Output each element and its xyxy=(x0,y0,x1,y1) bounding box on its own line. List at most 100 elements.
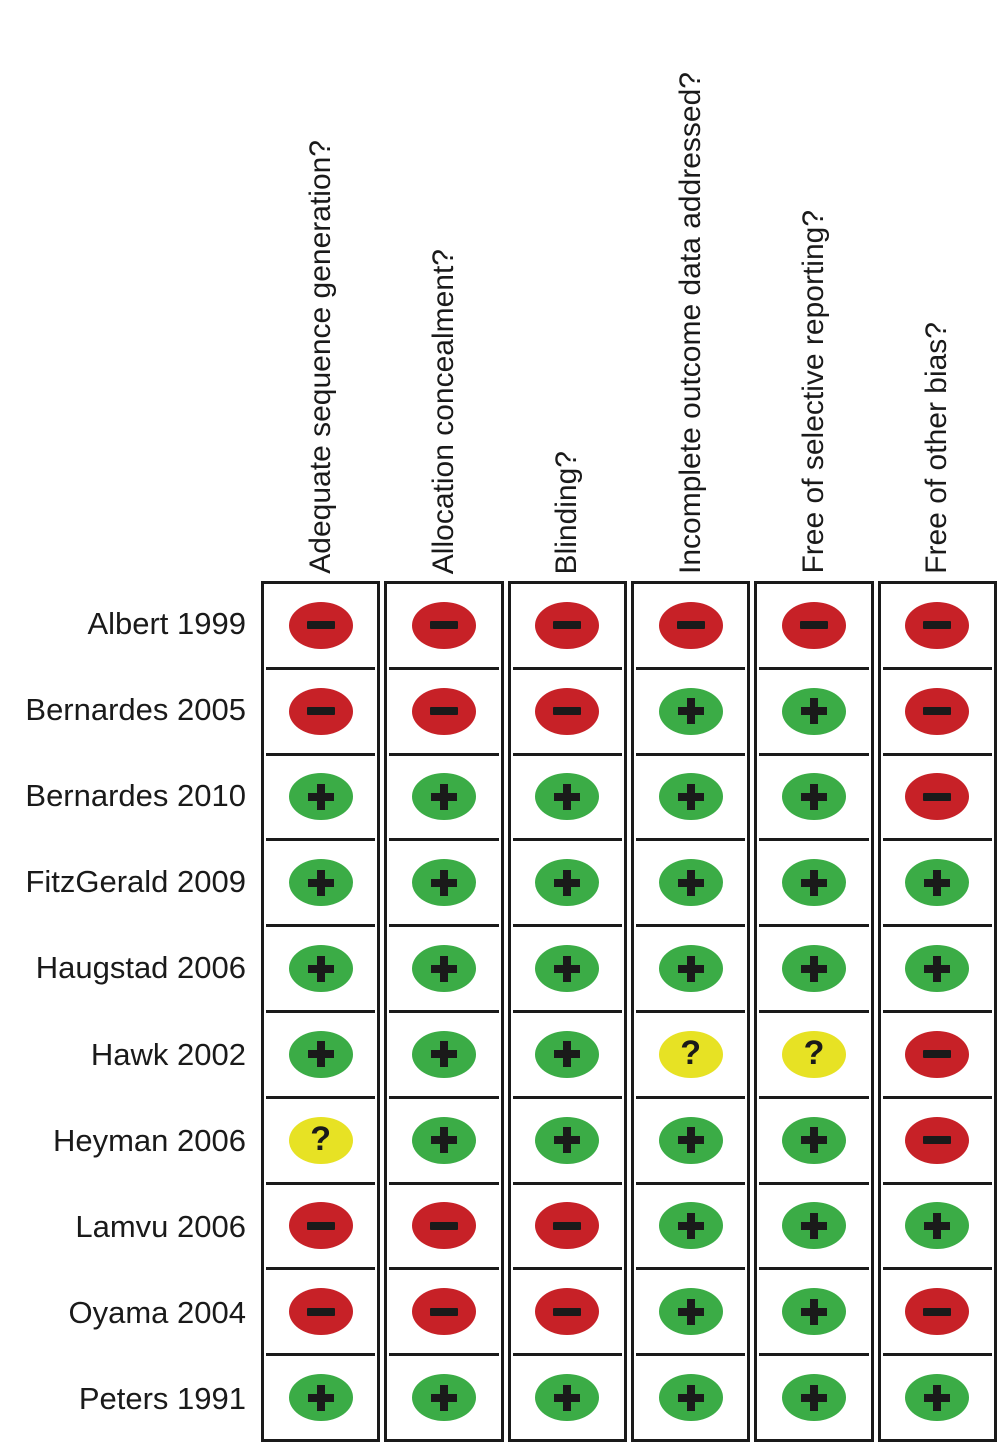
minus-icon xyxy=(553,1307,582,1316)
minus-icon xyxy=(429,1307,458,1316)
judgment-cell xyxy=(389,670,499,756)
low-risk-icon xyxy=(905,1202,970,1250)
judgment-cell xyxy=(266,1356,375,1439)
plus-icon xyxy=(554,1041,581,1068)
judgment-cell xyxy=(882,756,992,842)
minus-icon xyxy=(429,621,458,630)
judgment-cell xyxy=(636,1356,745,1439)
judgment-cell xyxy=(635,670,746,756)
judgment-cell: ? xyxy=(266,1099,376,1185)
judgment-cell xyxy=(512,670,622,756)
judgment-cell xyxy=(882,584,992,670)
plus-icon xyxy=(800,1127,827,1154)
low-risk-icon xyxy=(411,945,476,993)
low-risk-icon xyxy=(411,859,476,907)
grid-column-adequate-sequence-generation: ? xyxy=(261,581,381,1442)
judgment-cell xyxy=(513,1356,622,1439)
plus-icon xyxy=(430,1041,457,1068)
plus-icon xyxy=(430,1127,457,1154)
unclear-risk-icon: ? xyxy=(658,1030,723,1078)
plus-icon xyxy=(307,1041,334,1068)
low-risk-icon xyxy=(535,1030,600,1078)
minus-icon xyxy=(553,707,582,716)
plus-icon xyxy=(924,1384,951,1411)
column-header-free-of-selective-reporting: Free of selective reporting? xyxy=(797,210,830,574)
judgment-cell xyxy=(759,1185,869,1271)
low-risk-icon xyxy=(535,859,600,907)
judgment-cell xyxy=(759,670,869,756)
judgment-cell: ? xyxy=(635,1013,746,1099)
column-header-incomplete-outcome-data-addressed: Incomplete outcome data addressed? xyxy=(673,72,707,574)
plus-icon xyxy=(677,1384,704,1411)
judgment-cell xyxy=(266,927,376,1013)
low-risk-icon xyxy=(411,1374,476,1422)
judgment-cell xyxy=(512,584,622,670)
plus-icon xyxy=(677,1298,704,1325)
study-label-peters-1991: Peters 1991 xyxy=(78,1380,246,1416)
plus-icon xyxy=(430,955,457,982)
high-risk-icon xyxy=(411,687,476,735)
study-label-hawk-2002: Hawk 2002 xyxy=(90,1036,246,1072)
question-mark-icon: ? xyxy=(803,1034,825,1073)
study-label-fitzgerald-2009: FitzGerald 2009 xyxy=(25,864,246,900)
plus-icon xyxy=(924,955,951,982)
plus-icon xyxy=(800,783,827,810)
plus-icon xyxy=(430,783,457,810)
minus-icon xyxy=(923,707,952,716)
judgment-cell xyxy=(635,1270,746,1357)
judgment-cell xyxy=(759,756,869,842)
plus-icon xyxy=(307,869,334,896)
judgment-cell: ? xyxy=(759,1013,869,1099)
judgment-cell xyxy=(882,1099,992,1185)
plus-icon xyxy=(554,869,581,896)
judgment-cell xyxy=(882,1013,992,1099)
low-risk-icon xyxy=(658,1116,723,1164)
column-header-blinding: Blinding? xyxy=(550,450,584,574)
plus-icon xyxy=(800,1384,827,1411)
judgment-cell xyxy=(882,841,992,928)
high-risk-icon xyxy=(905,1288,970,1336)
judgment-cell xyxy=(389,1099,499,1185)
high-risk-icon xyxy=(905,773,970,821)
minus-icon xyxy=(553,621,582,630)
judgment-cell xyxy=(882,927,992,1013)
minus-icon xyxy=(306,621,335,630)
judgment-cell xyxy=(635,927,746,1013)
judgment-cell xyxy=(759,1270,869,1357)
judgment-grid: ??? xyxy=(261,581,997,1442)
study-label-albert-1999: Albert 1999 xyxy=(87,606,246,642)
judgment-cell xyxy=(266,1185,376,1271)
low-risk-icon xyxy=(905,859,970,907)
unclear-risk-icon: ? xyxy=(781,1030,846,1078)
minus-icon xyxy=(429,1221,458,1230)
low-risk-icon xyxy=(658,687,723,735)
judgment-cell xyxy=(389,1356,498,1439)
judgment-cell xyxy=(389,1185,499,1271)
plus-icon xyxy=(924,1212,951,1239)
low-risk-icon xyxy=(658,1202,723,1250)
judgment-cell xyxy=(882,1185,992,1271)
judgment-cell xyxy=(635,584,746,670)
high-risk-icon xyxy=(288,601,353,649)
judgment-cell xyxy=(266,584,376,670)
plus-icon xyxy=(677,869,704,896)
low-risk-icon xyxy=(781,687,846,735)
judgment-cell xyxy=(882,1270,992,1357)
question-mark-icon: ? xyxy=(680,1034,702,1073)
low-risk-icon xyxy=(411,773,476,821)
plus-icon xyxy=(554,955,581,982)
plus-icon xyxy=(307,1384,334,1411)
judgment-cell xyxy=(266,1270,376,1357)
study-label-bernardes-2010: Bernardes 2010 xyxy=(25,778,246,814)
judgment-cell xyxy=(512,756,622,842)
high-risk-icon xyxy=(411,601,476,649)
high-risk-icon xyxy=(535,601,600,649)
judgment-cell xyxy=(512,1099,622,1185)
low-risk-icon xyxy=(658,859,723,907)
minus-icon xyxy=(306,1221,335,1230)
low-risk-icon xyxy=(658,945,723,993)
study-label-bernardes-2005: Bernardes 2005 xyxy=(25,692,246,728)
minus-icon xyxy=(923,1050,952,1059)
judgment-cell xyxy=(266,841,376,928)
plus-icon xyxy=(307,783,334,810)
